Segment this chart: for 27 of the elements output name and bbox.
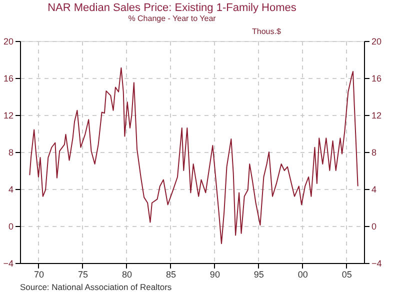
y-tick-label: −4 xyxy=(3,258,14,268)
x-tick-label: 95 xyxy=(254,270,264,280)
source-note: Source: National Association of Realtors xyxy=(20,282,172,292)
x-tick-label: 85 xyxy=(166,270,176,280)
y2-tick-label: −4 xyxy=(372,258,382,268)
y-tick-label: 12 xyxy=(3,110,14,120)
x-tick-label: 00 xyxy=(298,270,308,280)
y2-tick-label: 16 xyxy=(372,74,382,84)
chart-title: NAR Median Sales Price: Existing 1-Family Homes xyxy=(48,2,297,14)
y2-tick-label: 4 xyxy=(372,184,377,194)
y2-tick-label: 20 xyxy=(372,36,382,46)
y2-tick-label: 8 xyxy=(372,148,377,158)
y2-tick-label: 0 xyxy=(372,222,377,232)
chart-subtitle: % Change - Year to Year xyxy=(128,14,216,23)
y-tick-label: 4 xyxy=(8,184,14,194)
x-tick-label: 70 xyxy=(34,270,44,280)
y-tick-label: 8 xyxy=(8,148,14,158)
x-tick-label: 05 xyxy=(342,270,352,280)
y-tick-label: 0 xyxy=(8,222,14,232)
x-tick-label: 75 xyxy=(78,270,88,280)
text: Thous.$ xyxy=(252,27,282,36)
y2-tick-label: 12 xyxy=(372,110,382,120)
y-tick-label: 20 xyxy=(3,36,14,46)
y-tick-label: 16 xyxy=(3,74,14,84)
x-tick-label: 90 xyxy=(210,270,220,280)
line-series xyxy=(29,67,358,244)
x-tick-label: 80 xyxy=(122,270,132,280)
